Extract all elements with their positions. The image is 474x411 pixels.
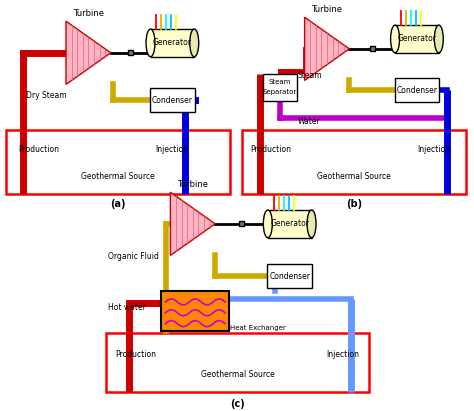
Text: Generator: Generator: [270, 219, 309, 229]
Bar: [106, 332, 369, 392]
Text: Hot water: Hot water: [108, 303, 146, 312]
Bar: [162, 291, 229, 330]
Text: (c): (c): [230, 399, 245, 409]
Text: Separator: Separator: [263, 89, 297, 95]
Text: Generator: Generator: [153, 38, 192, 47]
Text: (b): (b): [346, 199, 362, 209]
Text: Heat Exchanger: Heat Exchanger: [230, 325, 286, 330]
Bar: [128, 50, 133, 55]
Text: Geothermal Source: Geothermal Source: [82, 172, 155, 181]
Bar: [268, 210, 311, 238]
Text: Steam: Steam: [298, 71, 322, 80]
Text: Dry Steam: Dry Steam: [26, 91, 67, 100]
Text: Production: Production: [250, 145, 291, 154]
Bar: [150, 88, 195, 112]
Ellipse shape: [146, 29, 155, 57]
Ellipse shape: [391, 25, 400, 53]
Bar: [394, 79, 439, 102]
Ellipse shape: [434, 25, 443, 53]
Text: Production: Production: [18, 145, 59, 154]
Text: Condenser: Condenser: [269, 272, 310, 281]
Text: Turbine: Turbine: [177, 180, 208, 189]
Text: Injection: Injection: [417, 145, 450, 154]
Polygon shape: [305, 17, 349, 81]
Text: Production: Production: [116, 350, 157, 359]
Bar: [242, 130, 465, 194]
Text: Organic Fluid: Organic Fluid: [108, 252, 159, 261]
Text: Turbine: Turbine: [311, 5, 343, 14]
Polygon shape: [170, 192, 215, 256]
Text: Steam: Steam: [269, 79, 291, 85]
Ellipse shape: [264, 210, 272, 238]
Bar: [370, 46, 374, 51]
Text: Turbine: Turbine: [73, 9, 104, 18]
Text: Injection: Injection: [327, 350, 359, 359]
Polygon shape: [66, 21, 111, 84]
Ellipse shape: [190, 29, 199, 57]
Bar: [267, 264, 312, 288]
Text: Generator: Generator: [397, 35, 437, 44]
Text: Geothermal Source: Geothermal Source: [201, 369, 274, 379]
Text: (a): (a): [110, 199, 126, 209]
Text: Condenser: Condenser: [396, 86, 438, 95]
Bar: [6, 130, 230, 194]
Text: Injection: Injection: [155, 145, 189, 154]
Bar: [395, 25, 439, 53]
Bar: [239, 222, 244, 226]
Bar: [263, 74, 297, 101]
Text: Condenser: Condenser: [152, 96, 193, 105]
Text: Water: Water: [298, 116, 320, 125]
Text: Geothermal Source: Geothermal Source: [317, 172, 391, 181]
Bar: [151, 29, 194, 57]
Ellipse shape: [307, 210, 316, 238]
